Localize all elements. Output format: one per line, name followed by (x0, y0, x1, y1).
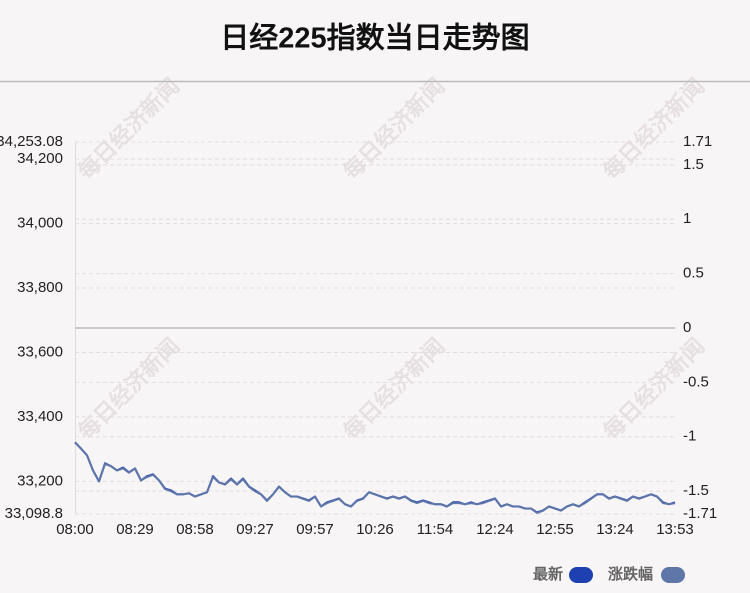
x-tick-label: 12:24 (476, 521, 514, 538)
x-tick-label: 13:53 (656, 521, 694, 538)
x-tick-label: 13:24 (596, 521, 634, 538)
x-tick-label: 09:27 (236, 521, 274, 538)
y2-tick-label: -1.5 (683, 482, 709, 499)
legend-swatch (569, 567, 593, 583)
y2-tick-label: -1 (683, 428, 696, 445)
x-tick-label: 09:57 (296, 521, 334, 538)
y-tick-label: 34,253.08 (0, 133, 63, 150)
x-tick-label: 10:26 (356, 521, 394, 538)
y2-tick-label: -0.5 (683, 373, 709, 390)
y-tick-label: 33,800 (17, 279, 63, 296)
y2-tick-label: 1 (683, 210, 691, 227)
legend-label: 最新 (533, 565, 563, 583)
x-tick-label: 08:58 (176, 521, 214, 538)
series-line (74, 441, 676, 514)
y-tick-label: 33,098.8 (5, 505, 63, 522)
y-tick-label: 33,600 (17, 343, 63, 360)
y-tick-label: 33,400 (17, 408, 63, 425)
y-tick-label: 34,000 (17, 215, 63, 232)
y-tick-label: 34,200 (17, 150, 63, 167)
y2-tick-label: -1.71 (683, 505, 717, 522)
x-tick-label: 12:55 (536, 521, 574, 538)
x-tick-label: 08:00 (56, 521, 94, 538)
chart-title: 日经225指数当日走势图 (220, 21, 529, 55)
y2-tick-label: 0 (683, 319, 691, 336)
y-tick-label: 33,200 (17, 472, 63, 489)
legend-swatch (661, 567, 685, 583)
x-tick-label: 11:54 (417, 521, 453, 538)
x-tick-label: 08:29 (116, 521, 154, 538)
legend-label: 涨跌幅 (608, 565, 653, 583)
y2-tick-label: 1.5 (683, 156, 704, 173)
y2-tick-label: 1.71 (683, 133, 712, 150)
y2-tick-label: 0.5 (683, 265, 704, 282)
